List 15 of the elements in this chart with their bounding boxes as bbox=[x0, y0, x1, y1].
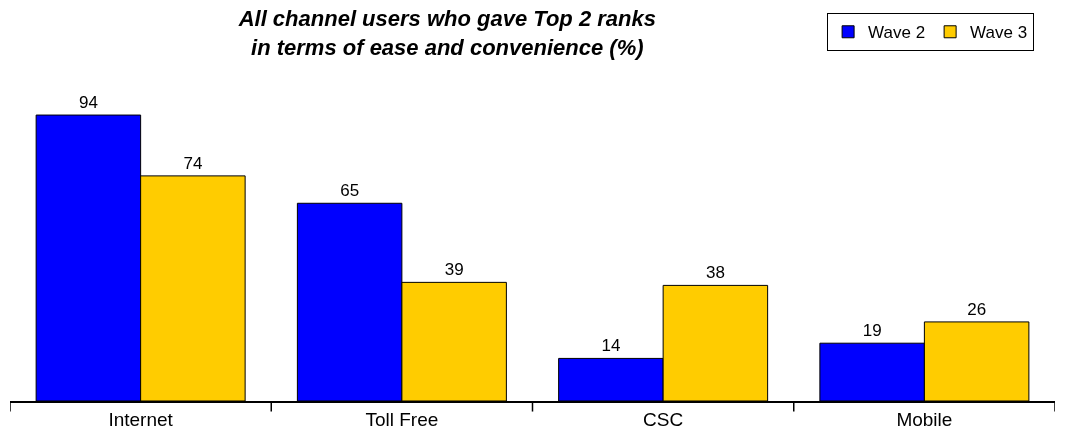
chart-title: All channel users who gave Top 2 ranks in terms of ease and convenience (%) bbox=[237, 6, 656, 61]
data-label: 38 bbox=[705, 263, 725, 283]
data-label: 26 bbox=[967, 299, 987, 319]
data-label: 74 bbox=[183, 153, 203, 173]
x-tick-label: Mobile bbox=[896, 408, 953, 430]
data-label: 14 bbox=[601, 336, 621, 356]
x-tick-label: CSC bbox=[643, 408, 684, 430]
data-label: 94 bbox=[78, 93, 98, 113]
legend-label: Wave 2 bbox=[868, 23, 926, 43]
legend-label: Wave 3 bbox=[970, 23, 1028, 43]
data-label: 65 bbox=[340, 181, 360, 201]
x-tick-label: Internet bbox=[108, 408, 174, 430]
data-label: 39 bbox=[444, 260, 464, 280]
x-tick-label: Toll Free bbox=[365, 408, 439, 430]
data-label: 19 bbox=[862, 321, 882, 341]
